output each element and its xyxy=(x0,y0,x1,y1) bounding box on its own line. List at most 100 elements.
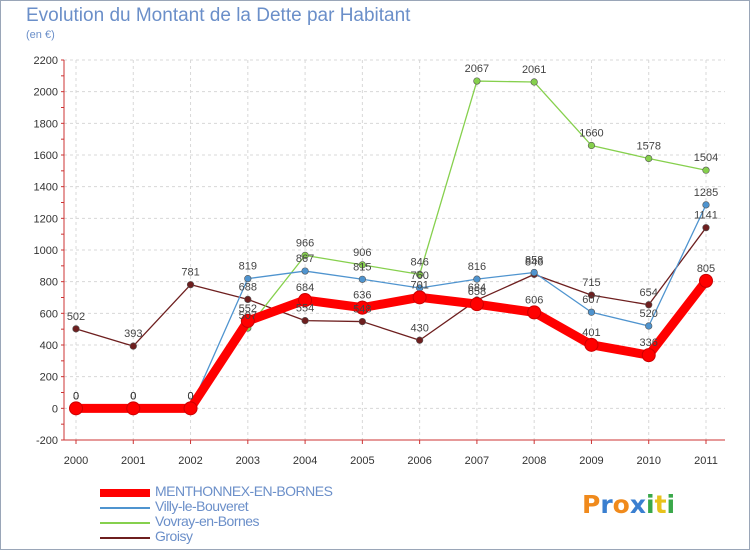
x-tick-label: 2009 xyxy=(579,455,603,467)
y-tick-label: 0 xyxy=(52,403,58,415)
logo-letter: x xyxy=(629,490,646,519)
data-label-groisy: 781 xyxy=(181,267,199,279)
data-label-villy-le-bouveret: 0 xyxy=(73,390,79,402)
data-point-vovray-en-bornes xyxy=(702,166,710,174)
chart-title: Evolution du Montant de la Dette par Hab… xyxy=(26,5,411,26)
data-point-vovray-en-bornes xyxy=(473,77,481,85)
data-point-groisy xyxy=(129,342,137,350)
data-label-menthonnex-en-bornes: 0 xyxy=(187,390,193,402)
data-point-menthonnex-en-bornes xyxy=(69,401,83,416)
data-label-villy-le-bouveret: 858 xyxy=(525,254,543,266)
logo-letter: r xyxy=(600,490,613,519)
logo-letter: i xyxy=(666,490,676,519)
data-label-groisy: 684 xyxy=(468,282,486,294)
logo-letter: i xyxy=(646,490,655,519)
axis-layer: -200020040060080010001200140016001800200… xyxy=(34,55,725,467)
legend-swatch-vovray-en-bornes xyxy=(100,522,150,524)
legend-label-vovray-en-bornes: Vovray-en-Bornes xyxy=(155,513,260,529)
x-tick-label: 2007 xyxy=(465,455,489,467)
data-point-menthonnex-en-bornes xyxy=(298,293,313,308)
legend-label-groisy: Groisy xyxy=(155,528,193,544)
data-label-villy-le-bouveret: 867 xyxy=(296,253,314,265)
data-point-villy-le-bouveret xyxy=(358,275,366,283)
data-label-vovray-en-bornes: 0 xyxy=(73,390,79,402)
data-point-menthonnex-en-bornes xyxy=(527,305,542,320)
data-label-vovray-en-bornes: 1660 xyxy=(579,128,603,140)
data-point-groisy xyxy=(186,281,195,289)
data-label-groisy: 688 xyxy=(239,281,257,293)
data-point-menthonnex-en-bornes xyxy=(412,290,427,305)
y-tick-label: 800 xyxy=(40,277,58,289)
data-point-villy-le-bouveret xyxy=(473,275,481,283)
data-point-menthonnex-en-bornes xyxy=(584,337,599,352)
data-label-groisy: 548 xyxy=(353,304,371,316)
data-label-villy-le-bouveret: 760 xyxy=(410,270,428,282)
data-label-villy-le-bouveret: 520 xyxy=(640,308,658,320)
series-line-menthonnex-en-bornes xyxy=(71,276,711,413)
logo-letter: t xyxy=(654,490,667,519)
data-label-menthonnex-en-bornes: 606 xyxy=(525,294,543,306)
data-point-villy-le-bouveret xyxy=(530,268,538,277)
x-tick-label: 2000 xyxy=(64,455,88,467)
data-label-villy-le-bouveret: 607 xyxy=(582,294,600,306)
data-point-menthonnex-en-bornes xyxy=(699,273,713,288)
data-point-vovray-en-bornes xyxy=(358,261,366,269)
data-label-menthonnex-en-bornes: 0 xyxy=(130,390,136,402)
data-point-menthonnex-en-bornes xyxy=(469,297,484,312)
y-tick-label: 1200 xyxy=(34,213,58,225)
data-point-villy-le-bouveret xyxy=(301,267,309,275)
y-tick-label: 600 xyxy=(40,308,58,320)
data-point-vovray-en-bornes xyxy=(416,270,424,278)
data-label-vovray-en-bornes: 1578 xyxy=(636,140,660,152)
legend-swatch-villy-le-bouveret xyxy=(100,507,150,509)
data-label-villy-le-bouveret: 1285 xyxy=(694,187,718,199)
data-label-groisy: 393 xyxy=(124,328,142,340)
y-tick-label: 2000 xyxy=(34,87,58,99)
data-label-menthonnex-en-bornes: 684 xyxy=(296,282,314,294)
chart-subtitle: (en €) xyxy=(26,29,55,41)
x-tick-label: 2008 xyxy=(522,455,546,467)
y-tick-label: 1600 xyxy=(34,150,58,162)
y-tick-label: 1000 xyxy=(34,245,58,257)
data-label-menthonnex-en-bornes: 0 xyxy=(73,390,79,402)
series-layer xyxy=(69,77,713,416)
data-label-villy-le-bouveret: 816 xyxy=(468,261,486,273)
legend-label-villy-le-bouveret: Villy-le-Bouveret xyxy=(155,498,249,514)
grid-layer xyxy=(64,59,725,441)
legend-swatch-groisy xyxy=(100,537,150,539)
x-tick-label: 2010 xyxy=(636,455,660,467)
data-label-menthonnex-en-bornes: 805 xyxy=(697,263,715,275)
x-tick-label: 2002 xyxy=(178,455,202,467)
data-label-vovray-en-bornes: 0 xyxy=(187,390,193,402)
data-label-groisy: 430 xyxy=(410,322,428,334)
data-label-menthonnex-en-bornes: 552 xyxy=(239,303,257,315)
legend-swatch-menthonnex-en-bornes xyxy=(100,489,150,497)
data-label-groisy: 1141 xyxy=(694,210,718,222)
data-label-vovray-en-bornes: 846 xyxy=(410,256,428,268)
data-point-vovray-en-bornes xyxy=(587,141,596,150)
y-tick-label: 2200 xyxy=(34,55,58,67)
data-point-menthonnex-en-bornes xyxy=(183,401,198,416)
data-point-groisy xyxy=(301,317,309,325)
data-label-groisy: 715 xyxy=(582,277,600,289)
data-point-groisy xyxy=(645,301,653,309)
data-label-groisy: 654 xyxy=(640,287,658,299)
data-label-vovray-en-bornes: 906 xyxy=(353,247,371,259)
data-point-groisy xyxy=(72,325,80,333)
x-tick-label: 2003 xyxy=(236,455,260,467)
y-tick-label: 400 xyxy=(40,340,58,352)
data-point-vovray-en-bornes xyxy=(301,251,309,259)
data-point-menthonnex-en-bornes xyxy=(240,313,255,328)
data-label-vovray-en-bornes: 0 xyxy=(130,390,136,402)
data-point-groisy xyxy=(416,336,424,344)
data-point-vovray-en-bornes xyxy=(530,78,538,86)
data-point-villy-le-bouveret xyxy=(587,308,596,316)
data-point-villy-le-bouveret xyxy=(645,322,653,330)
x-tick-label: 2006 xyxy=(407,455,431,467)
data-label-villy-le-bouveret: 0 xyxy=(187,390,193,402)
data-label-menthonnex-en-bornes: 701 xyxy=(410,279,428,291)
data-point-villy-le-bouveret xyxy=(244,275,252,283)
data-point-groisy xyxy=(358,317,366,326)
data-point-villy-le-bouveret xyxy=(702,201,710,209)
